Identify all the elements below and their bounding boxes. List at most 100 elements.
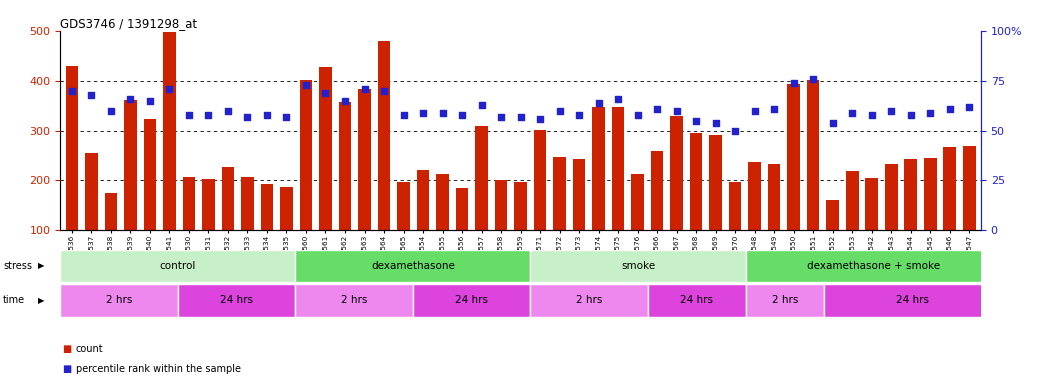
Bar xyxy=(222,167,235,280)
Text: 24 hrs: 24 hrs xyxy=(455,295,488,306)
Text: 2 hrs: 2 hrs xyxy=(576,295,602,306)
Bar xyxy=(553,157,566,280)
Point xyxy=(220,108,237,114)
Bar xyxy=(746,284,824,317)
Point xyxy=(336,98,353,104)
Point xyxy=(786,79,802,86)
Point xyxy=(902,111,919,118)
Bar xyxy=(495,180,508,280)
Point xyxy=(571,111,588,118)
Point xyxy=(356,86,373,92)
Point xyxy=(298,81,315,88)
Bar xyxy=(319,67,332,280)
Text: dexamethasone: dexamethasone xyxy=(371,261,455,271)
Bar xyxy=(125,99,137,280)
Point xyxy=(746,108,763,114)
Bar xyxy=(648,284,746,317)
Bar xyxy=(280,187,293,280)
Point xyxy=(239,114,255,120)
Bar xyxy=(295,250,530,282)
Point xyxy=(161,86,177,92)
Point xyxy=(278,114,295,120)
Bar xyxy=(729,182,741,280)
Point xyxy=(141,98,158,104)
Bar xyxy=(475,126,488,280)
Point xyxy=(649,106,665,112)
Bar xyxy=(60,284,177,317)
Text: time: time xyxy=(3,295,25,306)
Bar xyxy=(456,189,468,280)
Point xyxy=(864,111,880,118)
Bar xyxy=(807,79,819,280)
Bar xyxy=(573,159,585,280)
Text: control: control xyxy=(160,261,196,271)
Text: smoke: smoke xyxy=(621,261,655,271)
Point xyxy=(531,116,548,122)
Bar xyxy=(295,284,413,317)
Bar xyxy=(690,132,703,280)
Point xyxy=(844,109,861,116)
Text: GDS3746 / 1391298_at: GDS3746 / 1391298_at xyxy=(60,17,197,30)
Bar xyxy=(651,151,663,280)
Bar xyxy=(631,174,644,280)
Text: count: count xyxy=(76,344,104,354)
Point xyxy=(434,109,450,116)
Bar xyxy=(824,284,1001,317)
Point xyxy=(200,111,217,118)
Point xyxy=(415,109,432,116)
Bar xyxy=(866,178,878,280)
Bar xyxy=(143,119,157,280)
Point xyxy=(181,111,197,118)
Bar xyxy=(358,89,371,280)
Text: ■: ■ xyxy=(62,344,72,354)
Bar xyxy=(202,179,215,280)
Point xyxy=(707,119,723,126)
Text: 24 hrs: 24 hrs xyxy=(220,295,253,306)
Point xyxy=(824,119,841,126)
Bar xyxy=(163,32,175,280)
Bar xyxy=(846,171,858,280)
Bar xyxy=(300,79,312,280)
Text: 2 hrs: 2 hrs xyxy=(340,295,367,306)
Bar xyxy=(671,116,683,280)
Point xyxy=(591,99,607,106)
Bar xyxy=(534,129,546,280)
Bar xyxy=(944,147,956,280)
Text: percentile rank within the sample: percentile rank within the sample xyxy=(76,364,241,374)
Bar xyxy=(416,170,430,280)
Text: ■: ■ xyxy=(62,364,72,374)
Text: 24 hrs: 24 hrs xyxy=(680,295,713,306)
Text: 2 hrs: 2 hrs xyxy=(106,295,132,306)
Point xyxy=(941,106,958,112)
Bar xyxy=(514,182,527,280)
Text: ▶: ▶ xyxy=(38,262,45,270)
Point xyxy=(454,111,470,118)
Point xyxy=(103,108,119,114)
Point xyxy=(883,108,900,114)
Bar xyxy=(413,284,530,317)
Bar xyxy=(593,107,605,280)
Point xyxy=(513,114,529,120)
Bar xyxy=(924,157,936,280)
Bar xyxy=(60,250,295,282)
Point xyxy=(493,114,510,120)
Bar xyxy=(904,159,917,280)
Point xyxy=(376,88,392,94)
Point xyxy=(473,101,490,108)
Point xyxy=(668,108,685,114)
Text: dexamethasone + smoke: dexamethasone + smoke xyxy=(807,261,939,271)
Text: 24 hrs: 24 hrs xyxy=(896,295,929,306)
Point xyxy=(961,104,978,110)
Bar xyxy=(398,182,410,280)
Bar xyxy=(436,174,448,280)
Point xyxy=(395,111,412,118)
Bar xyxy=(611,107,625,280)
Point xyxy=(63,88,80,94)
Bar xyxy=(963,146,976,280)
Bar xyxy=(261,184,273,280)
Point xyxy=(609,96,626,102)
Point xyxy=(318,89,334,96)
Bar xyxy=(884,164,898,280)
Text: stress: stress xyxy=(3,261,32,271)
Bar xyxy=(338,102,351,280)
